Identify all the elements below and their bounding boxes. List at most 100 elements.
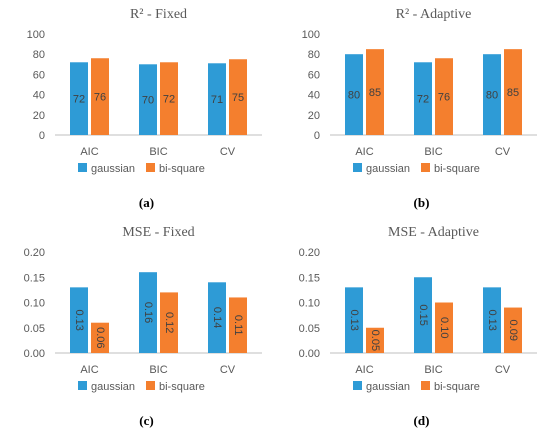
legend-label: bi-square <box>159 163 205 175</box>
legend-swatch-gaussian <box>353 163 362 172</box>
y-tick-label: 0.10 <box>24 298 45 310</box>
data-label: 72 <box>417 94 429 106</box>
x-tick-label: BIC <box>149 146 167 158</box>
x-tick-label: CV <box>220 364 236 376</box>
y-tick-label: 60 <box>308 69 320 81</box>
data-label: 0.06 <box>94 327 106 348</box>
panel-label: (c) <box>139 413 153 428</box>
bar-bisquare-aic <box>366 49 384 135</box>
bar-gaussian-aic <box>345 287 363 353</box>
bar-gaussian-aic <box>70 62 88 135</box>
y-tick-label: 0.15 <box>24 272 45 284</box>
bar-bisquare-cv <box>229 297 247 353</box>
y-tick-label: 0 <box>39 130 45 142</box>
data-label: 80 <box>348 90 360 102</box>
bar-bisquare-bic <box>435 302 453 353</box>
data-label: 0.09 <box>507 320 519 341</box>
bar-bisquare-aic <box>91 322 109 353</box>
x-tick-label: CV <box>495 146 511 158</box>
y-tick-label: 0.20 <box>24 247 45 259</box>
bar-gaussian-aic <box>345 54 363 136</box>
panel-label: (b) <box>414 195 430 210</box>
x-tick-label: AIC <box>355 146 373 158</box>
y-tick-label: 60 <box>33 69 45 81</box>
y-tick-label: 40 <box>33 90 45 102</box>
chart-panel-3: MSE - Fixed 0.00 0.05 0.10 0.15 0.20 0.13 0.06 A… <box>24 225 262 428</box>
data-label: 0.16 <box>142 302 154 323</box>
bar-gaussian-bic <box>414 62 432 135</box>
y-tick-label: 20 <box>33 110 45 122</box>
data-label: 85 <box>507 87 519 99</box>
data-label: 75 <box>232 92 244 104</box>
panel-label: (d) <box>414 413 430 428</box>
data-label: 0.13 <box>73 309 85 330</box>
y-tick-label: 0.10 <box>299 298 320 310</box>
bar-bisquare-aic <box>366 327 384 353</box>
legend-swatch-bisquare <box>421 163 430 172</box>
bar-gaussian-aic <box>70 287 88 353</box>
data-label: 0.13 <box>486 309 498 330</box>
bar-bisquare-bic <box>160 62 178 135</box>
y-tick-label: 0.20 <box>299 247 320 259</box>
data-label: 0.05 <box>369 330 381 351</box>
x-tick-label: BIC <box>424 364 442 376</box>
chart-panel-1: R² - Fixed 0 20 40 60 80 100 72 76 AIC 70 72 BIC 71 75… <box>27 7 262 210</box>
legend-label: bi-square <box>434 381 480 393</box>
chart-title: R² - Fixed <box>130 7 187 22</box>
x-tick-label: CV <box>495 364 511 376</box>
legend-label: bi-square <box>159 381 205 393</box>
y-tick-label: 20 <box>308 110 320 122</box>
legend-label: bi-square <box>434 163 480 175</box>
legend-label: gaussian <box>91 163 135 175</box>
x-tick-label: AIC <box>80 364 98 376</box>
data-label: 85 <box>369 87 381 99</box>
legend-swatch-bisquare <box>421 381 430 390</box>
y-tick-label: 0.00 <box>299 348 320 360</box>
legend-label: gaussian <box>366 163 410 175</box>
y-tick-label: 0.00 <box>24 348 45 360</box>
data-label: 80 <box>486 90 498 102</box>
bar-bisquare-cv <box>504 307 522 353</box>
bar-bisquare-cv <box>504 49 522 135</box>
y-tick-label: 80 <box>33 49 45 61</box>
x-tick-label: BIC <box>424 146 442 158</box>
legend-label: gaussian <box>366 381 410 393</box>
y-tick-label: 100 <box>302 29 320 41</box>
x-tick-label: AIC <box>355 364 373 376</box>
bar-gaussian-bic <box>139 64 157 135</box>
bar-gaussian-bic <box>414 277 432 353</box>
data-label: 71 <box>211 94 223 106</box>
legend-swatch-bisquare <box>146 381 155 390</box>
data-label: 0.11 <box>232 315 244 336</box>
bar-gaussian-bic <box>139 272 157 353</box>
y-tick-label: 0.05 <box>299 323 320 335</box>
data-label: 72 <box>163 94 175 106</box>
data-label: 0.13 <box>348 309 360 330</box>
data-label: 0.10 <box>438 317 450 338</box>
data-label: 76 <box>94 92 106 104</box>
x-tick-label: CV <box>220 146 236 158</box>
data-label: 76 <box>438 92 450 104</box>
bar-gaussian-cv <box>208 63 226 135</box>
legend-swatch-gaussian <box>353 381 362 390</box>
panel-label: (a) <box>139 195 154 210</box>
chart-panel-2: R² - Adaptive 0 20 40 60 80 100 80 85 AIC 72 76 BIC 8… <box>302 7 537 210</box>
data-label: 72 <box>73 94 85 106</box>
y-tick-label: 80 <box>308 49 320 61</box>
bar-bisquare-cv <box>229 59 247 135</box>
legend-swatch-bisquare <box>146 163 155 172</box>
bar-bisquare-bic <box>160 292 178 353</box>
legend-swatch-gaussian <box>78 163 87 172</box>
y-tick-label: 0.15 <box>299 272 320 284</box>
y-tick-label: 40 <box>308 90 320 102</box>
chart-title: R² - Adaptive <box>396 7 472 22</box>
bar-bisquare-bic <box>435 58 453 135</box>
y-tick-label: 100 <box>27 29 45 41</box>
x-tick-label: BIC <box>149 364 167 376</box>
legend-label: gaussian <box>91 381 135 393</box>
bar-gaussian-cv <box>483 287 501 353</box>
bar-gaussian-cv <box>483 54 501 136</box>
data-label: 0.14 <box>211 307 223 328</box>
